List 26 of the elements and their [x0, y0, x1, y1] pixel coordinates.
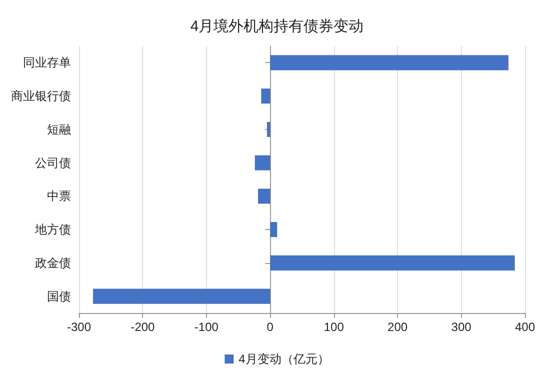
- bar: [254, 155, 270, 170]
- x-tick-label: 300: [451, 320, 472, 334]
- legend-label: 4月变动（亿元）: [238, 352, 330, 366]
- y-tick-label: 同业存单: [23, 56, 71, 70]
- y-tick-label: 政金债: [35, 256, 71, 270]
- x-tick-label: -300: [66, 320, 92, 334]
- bar: [270, 55, 508, 70]
- bar: [261, 88, 270, 104]
- bar: [258, 188, 270, 204]
- x-tick-label: -200: [130, 320, 156, 334]
- x-tick-label: 0: [266, 320, 274, 334]
- bar: [93, 288, 270, 304]
- x-tick-label: 200: [388, 320, 408, 334]
- y-tick-label: 公司债: [35, 156, 71, 170]
- y-tick-label: 商业银行债: [11, 89, 71, 104]
- y-tick-label: 中票: [47, 189, 71, 204]
- x-tick-label: -100: [194, 320, 219, 334]
- bar: [266, 122, 270, 137]
- y-tick-label: 短融: [47, 122, 71, 136]
- x-tick-label: 100: [324, 320, 344, 334]
- y-tick-label: 地方债: [34, 222, 71, 237]
- y-tick-label: 国债: [47, 289, 71, 304]
- bar: [270, 255, 515, 270]
- chart-title: 4月境外机构持有债券变动: [190, 18, 364, 35]
- x-tick-label: 400: [514, 320, 536, 334]
- bar: [270, 222, 278, 238]
